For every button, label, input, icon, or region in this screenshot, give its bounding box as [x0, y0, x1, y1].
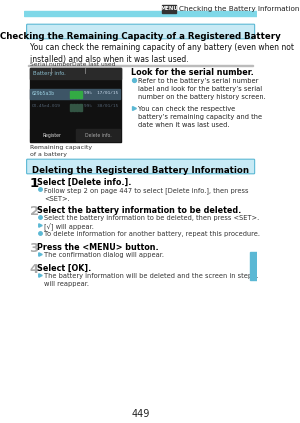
Bar: [76, 129, 120, 141]
Bar: [162, 5, 176, 13]
Text: Select [OK].: Select [OK].: [37, 264, 92, 273]
Text: Select the battery information to be deleted, then press <SET>.: Select the battery information to be del…: [44, 215, 260, 221]
Text: 99%  17/01/15: 99% 17/01/15: [84, 91, 118, 94]
Bar: [76, 91, 79, 98]
Text: Refer to the battery’s serial number
label and look for the battery’s serial
num: Refer to the battery’s serial number lab…: [137, 78, 265, 100]
Bar: [73, 104, 75, 111]
FancyBboxPatch shape: [27, 159, 255, 174]
Text: Serial number: Serial number: [30, 62, 72, 67]
Text: Select [Delete info.].: Select [Delete info.].: [37, 178, 132, 187]
Text: You can check the respective
battery’s remaining capacity and the
date when it w: You can check the respective battery’s r…: [137, 106, 262, 128]
Text: Date last used: Date last used: [72, 62, 116, 67]
Bar: [30, 129, 75, 141]
Text: Remaining capacity
of a battery: Remaining capacity of a battery: [30, 145, 92, 157]
Bar: [250, 252, 257, 280]
Text: 1: 1: [30, 177, 39, 190]
Bar: [30, 68, 121, 79]
Text: Battery info.: Battery info.: [33, 71, 65, 75]
Text: 2: 2: [30, 205, 39, 218]
Text: The confirmation dialog will appear.: The confirmation dialog will appear.: [44, 252, 164, 258]
Bar: [76, 104, 79, 111]
Text: CX-45e4-019: CX-45e4-019: [32, 104, 61, 107]
Text: Delete info.: Delete info.: [85, 133, 112, 138]
Bar: [30, 89, 120, 99]
Bar: [79, 91, 82, 98]
Text: MENU: MENU: [160, 5, 178, 11]
Text: Select the battery information to be deleted.: Select the battery information to be del…: [37, 206, 242, 215]
Text: The battery information will be deleted and the screen in step 1
will reappear.: The battery information will be deleted …: [44, 273, 259, 287]
Bar: [70, 104, 72, 111]
Text: Follow step 2 on page 447 to select [Delete info.], then press
<SET>.: Follow step 2 on page 447 to select [Del…: [44, 187, 249, 202]
Bar: [24, 11, 257, 16]
Text: You can check the remaining capacity of any battery (even when not
installed) an: You can check the remaining capacity of …: [30, 43, 294, 64]
Text: Checking the Battery Information: Checking the Battery Information: [179, 5, 300, 11]
Bar: [70, 91, 72, 98]
Bar: [73, 91, 75, 98]
Text: [√] will appear.: [√] will appear.: [44, 223, 94, 231]
Text: Press the <MENU> button.: Press the <MENU> button.: [37, 243, 159, 252]
Bar: [30, 68, 121, 142]
Text: To delete information for another battery, repeat this procedure.: To delete information for another batter…: [44, 231, 260, 237]
Text: 99%  30/01/15: 99% 30/01/15: [84, 104, 118, 107]
Bar: [79, 104, 82, 111]
Text: Register: Register: [43, 133, 61, 138]
Text: Checking the Remaining Capacity of a Registered Battery: Checking the Remaining Capacity of a Reg…: [0, 31, 281, 41]
Text: 629b5a3b: 629b5a3b: [32, 91, 55, 96]
Text: Deleting the Registered Battery Information: Deleting the Registered Battery Informat…: [32, 166, 249, 175]
Text: 449: 449: [131, 409, 150, 419]
Text: 4: 4: [30, 263, 39, 276]
Text: 3: 3: [30, 242, 39, 255]
Text: Look for the serial number.: Look for the serial number.: [131, 68, 254, 77]
FancyBboxPatch shape: [27, 24, 255, 39]
